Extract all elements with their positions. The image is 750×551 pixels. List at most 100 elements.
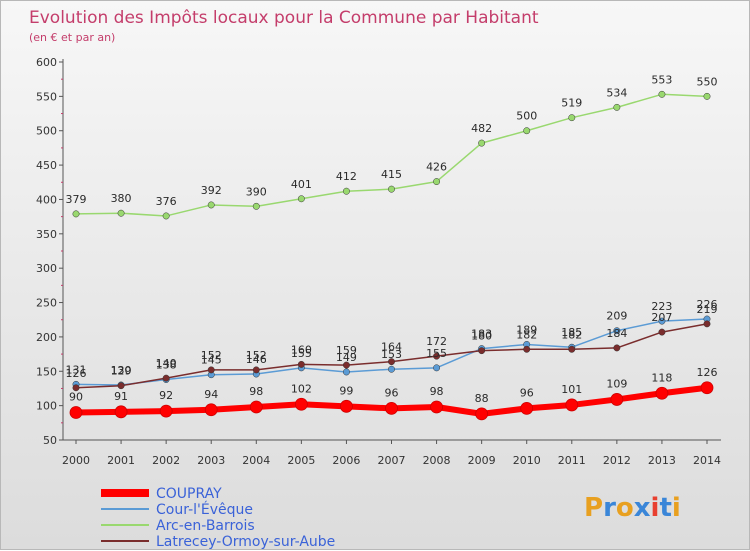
data-label: 482 bbox=[471, 122, 492, 135]
data-point bbox=[700, 381, 714, 395]
data-label: 94 bbox=[204, 388, 218, 401]
data-point bbox=[613, 103, 621, 111]
data-point bbox=[204, 403, 218, 417]
y-tick-label: 300 bbox=[36, 262, 57, 275]
data-point bbox=[610, 393, 624, 406]
data-label: 519 bbox=[561, 97, 582, 110]
y-tick-label: 600 bbox=[36, 56, 57, 69]
data-label: 553 bbox=[651, 73, 672, 86]
legend-label: Arc-en-Barrois bbox=[156, 518, 255, 534]
data-label: 145 bbox=[201, 354, 222, 367]
data-point bbox=[703, 320, 711, 328]
legend-label: Cour-l'Évêque bbox=[156, 501, 253, 518]
y-tick-label: 200 bbox=[36, 331, 57, 344]
data-point bbox=[478, 347, 486, 355]
data-point bbox=[114, 405, 128, 419]
x-tick-label: 2001 bbox=[107, 454, 135, 467]
x-tick-label: 2006 bbox=[332, 454, 360, 467]
data-label: 209 bbox=[606, 310, 627, 323]
x-tick-label: 2012 bbox=[603, 454, 631, 467]
data-point bbox=[207, 201, 215, 209]
legend-label: Latrecey-Ormoy-sur-Aube bbox=[156, 534, 335, 550]
logo-letter: o bbox=[616, 493, 634, 523]
data-label: 149 bbox=[336, 351, 357, 364]
x-tick-label: 2010 bbox=[513, 454, 541, 467]
data-point bbox=[388, 365, 395, 373]
data-label: 159 bbox=[336, 344, 357, 357]
data-label: 155 bbox=[291, 347, 312, 360]
x-tick-label: 2008 bbox=[423, 454, 451, 467]
data-point bbox=[523, 345, 531, 353]
data-point bbox=[613, 327, 621, 335]
data-label: 160 bbox=[291, 343, 312, 356]
data-point bbox=[433, 352, 441, 360]
data-label: 153 bbox=[381, 348, 402, 361]
x-tick-label: 2007 bbox=[378, 454, 406, 467]
data-label: 500 bbox=[516, 110, 537, 123]
x-tick-label: 2011 bbox=[558, 454, 586, 467]
data-label: 426 bbox=[426, 161, 447, 174]
data-label: 390 bbox=[246, 185, 267, 198]
data-label: 90 bbox=[69, 391, 83, 404]
data-label: 99 bbox=[339, 384, 353, 397]
data-label: 140 bbox=[156, 357, 177, 370]
data-label: 138 bbox=[156, 359, 177, 372]
x-tick-label: 2009 bbox=[468, 454, 496, 467]
data-label: 96 bbox=[520, 386, 534, 399]
data-label: 380 bbox=[111, 192, 132, 205]
data-label: 91 bbox=[114, 390, 128, 403]
data-label: 96 bbox=[385, 386, 399, 399]
logo-letter: i bbox=[672, 493, 681, 523]
x-tick-label: 2005 bbox=[287, 454, 315, 467]
data-label: 152 bbox=[201, 349, 222, 362]
y-tick-label: 450 bbox=[36, 159, 57, 172]
x-tick-label: 2000 bbox=[62, 454, 90, 467]
y-tick-label: 50 bbox=[43, 434, 57, 447]
data-label: 219 bbox=[697, 303, 718, 316]
x-tick-label: 2013 bbox=[648, 454, 676, 467]
y-tick-label: 150 bbox=[36, 365, 57, 378]
data-label: 109 bbox=[606, 377, 627, 390]
data-point bbox=[523, 127, 531, 135]
data-point bbox=[207, 366, 215, 374]
x-tick-label: 2004 bbox=[242, 454, 270, 467]
data-point bbox=[568, 114, 576, 122]
data-label: 152 bbox=[246, 349, 267, 362]
data-label: 392 bbox=[201, 184, 222, 197]
data-label: 155 bbox=[426, 347, 447, 360]
logo-letter: x bbox=[634, 493, 651, 523]
data-point bbox=[342, 187, 350, 195]
logo-text: Proxiti bbox=[584, 493, 681, 523]
data-label: 184 bbox=[606, 327, 627, 340]
legend-label: COUPRAY bbox=[156, 486, 222, 502]
data-point bbox=[340, 399, 353, 413]
data-point bbox=[159, 404, 173, 418]
data-label: 180 bbox=[471, 330, 492, 343]
data-label: 182 bbox=[516, 328, 537, 341]
logo-letter: P bbox=[584, 493, 603, 523]
data-point bbox=[342, 368, 350, 376]
data-label: 126 bbox=[697, 366, 718, 379]
series-layer bbox=[69, 90, 714, 421]
data-label: 207 bbox=[651, 311, 672, 324]
data-label: 185 bbox=[561, 326, 582, 339]
y-tick-label: 500 bbox=[36, 125, 57, 138]
data-label: 98 bbox=[249, 385, 263, 398]
data-point bbox=[342, 361, 350, 369]
proxiti-logo: Proxiti bbox=[584, 493, 681, 523]
series-2 bbox=[72, 90, 711, 220]
data-point bbox=[520, 401, 534, 415]
data-label: 226 bbox=[697, 298, 718, 311]
data-point bbox=[613, 344, 621, 352]
data-point bbox=[294, 397, 308, 411]
data-label: 183 bbox=[471, 328, 492, 341]
data-label: 118 bbox=[651, 371, 672, 384]
data-point bbox=[249, 400, 263, 414]
data-point bbox=[297, 195, 305, 203]
data-label: 223 bbox=[651, 300, 672, 313]
axes: 50 100 150 200 250 300 350 400 450 500 550 600 2000 2… bbox=[36, 56, 721, 467]
logo-letter: r bbox=[603, 493, 616, 523]
data-point bbox=[430, 400, 443, 414]
